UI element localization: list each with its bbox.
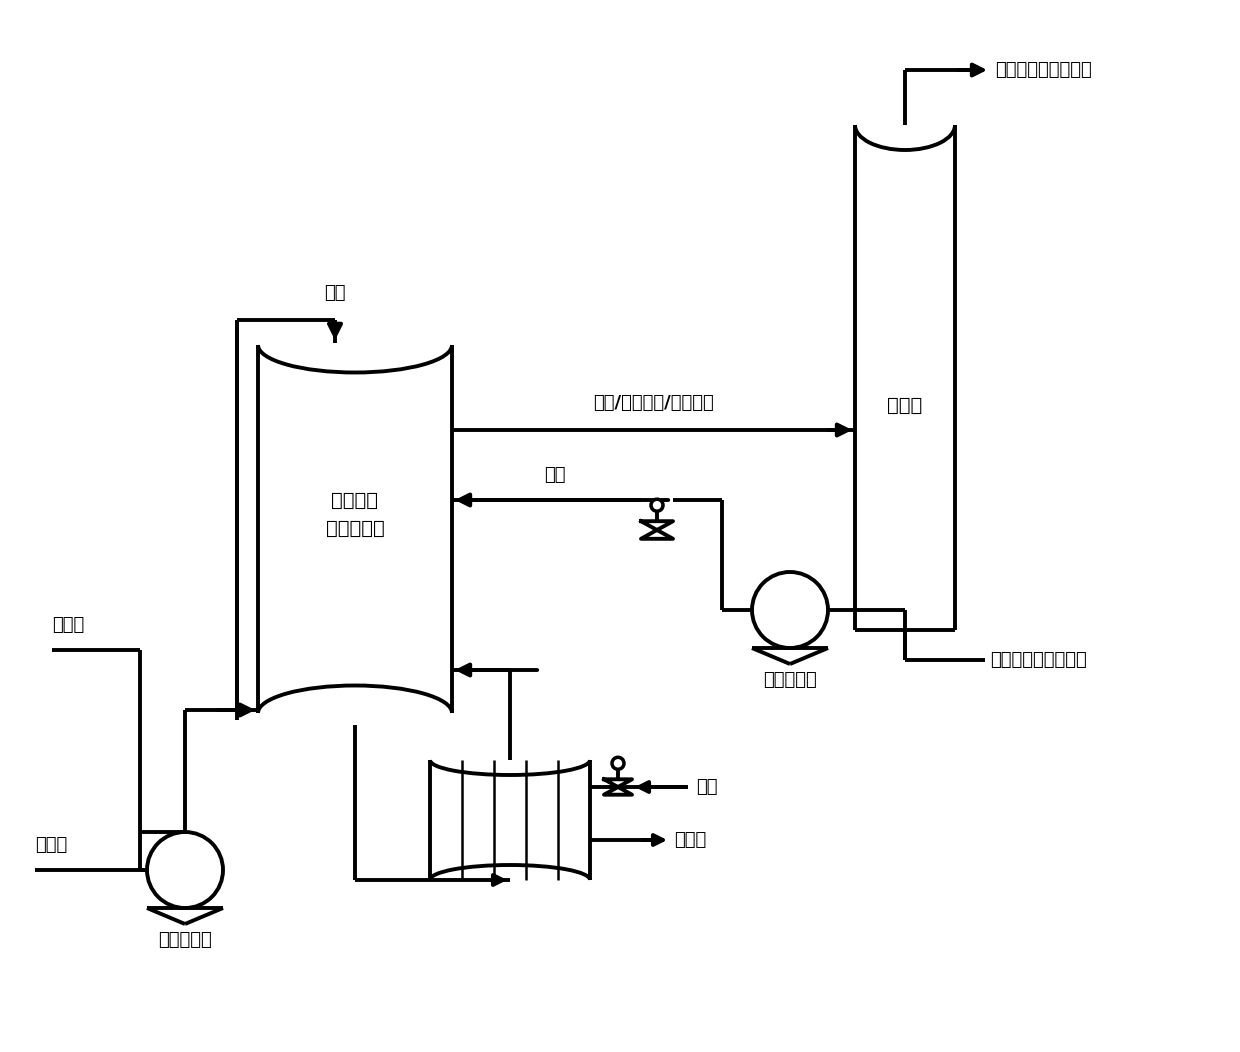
Text: 甲醒: 甲醒 xyxy=(324,284,346,302)
Text: 浓甲醒: 浓甲醒 xyxy=(35,836,67,854)
Text: 甲醒给料泵: 甲醒给料泵 xyxy=(159,931,212,949)
Text: 精馏塔: 精馏塔 xyxy=(888,396,923,414)
Text: 甲醒/三聚甲醒/水混合汽: 甲醒/三聚甲醒/水混合汽 xyxy=(593,394,714,412)
Text: 合成反应釜: 合成反应釜 xyxy=(326,519,384,538)
Text: 甲醒：三聚甲醒：水: 甲醒：三聚甲醒：水 xyxy=(994,61,1091,79)
Text: 三聚甲醒: 三聚甲醒 xyxy=(331,490,378,509)
Text: 甲醒回流泵: 甲醒回流泵 xyxy=(763,671,817,689)
Circle shape xyxy=(148,832,223,908)
Text: 冷凝液: 冷凝液 xyxy=(675,831,707,849)
Circle shape xyxy=(651,500,663,511)
Text: 除盐水: 除盐水 xyxy=(52,616,84,634)
Circle shape xyxy=(613,757,624,769)
Text: 回流: 回流 xyxy=(544,466,565,484)
Text: 甲醒：三聚甲醒：水: 甲醒：三聚甲醒：水 xyxy=(990,651,1086,669)
Text: 蔓汽: 蔓汽 xyxy=(696,778,718,796)
Circle shape xyxy=(751,572,828,648)
